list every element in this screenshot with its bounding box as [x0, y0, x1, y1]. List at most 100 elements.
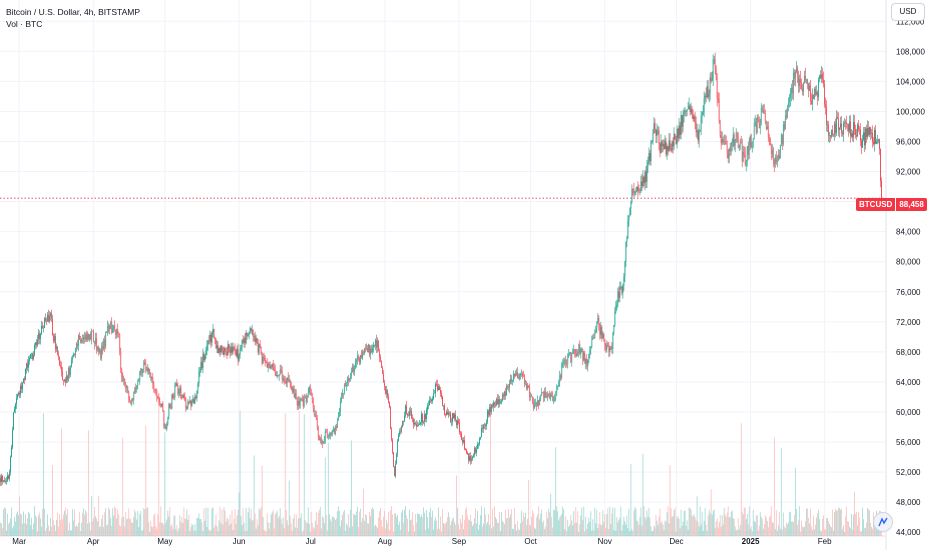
- volume-bar: [279, 508, 281, 536]
- volume-bar: [587, 523, 589, 536]
- volume-bar: [6, 530, 7, 536]
- volume-bar: [59, 514, 60, 536]
- candle-body: [316, 418, 318, 429]
- volume-bar: [148, 522, 150, 536]
- currency-button[interactable]: USD: [891, 3, 925, 21]
- candle-body: [392, 439, 393, 453]
- volume-bar: [528, 480, 530, 536]
- volume-bar: [842, 528, 843, 536]
- candle-body: [112, 328, 114, 333]
- candle-body: [439, 386, 440, 390]
- volume-bar: [658, 516, 660, 536]
- volume-bar: [647, 516, 649, 536]
- volume-bar: [561, 513, 563, 536]
- volume-bar: [111, 525, 113, 536]
- volume-bar: [203, 508, 205, 536]
- candle-body: [482, 428, 483, 429]
- candle-body: [180, 387, 182, 398]
- candle-body: [703, 98, 705, 112]
- volume-bar: [701, 511, 703, 536]
- volume-bar: [679, 528, 681, 536]
- volume-bar: [429, 512, 430, 536]
- candle-body: [608, 345, 610, 352]
- volume-bar: [247, 512, 249, 536]
- volume-bar: [803, 526, 805, 536]
- candle-body: [525, 383, 527, 385]
- y-tick-label: 56,000: [896, 438, 921, 447]
- volume-bar: [2, 528, 3, 536]
- volume-bar: [617, 522, 619, 536]
- chart-grid: [0, 0, 887, 550]
- volume-bar: [319, 507, 321, 536]
- volume-bar: [559, 517, 561, 536]
- volume-bar: [557, 511, 559, 536]
- volume-bar: [533, 513, 535, 536]
- candle-body: [480, 437, 481, 439]
- volume-bar: [505, 509, 506, 536]
- volume-bar: [350, 440, 352, 536]
- volume-bar: [315, 511, 317, 536]
- volume-bar: [477, 510, 478, 536]
- volume-bar: [623, 516, 625, 536]
- volume-bar: [24, 523, 25, 536]
- candle-body: [130, 401, 132, 405]
- candle-body: [809, 85, 811, 101]
- candle-body: [606, 344, 608, 350]
- volume-bar: [248, 507, 250, 536]
- candle-body: [169, 404, 171, 408]
- volume-bar: [34, 506, 35, 536]
- candle-body: [410, 410, 411, 412]
- candle-body: [391, 428, 392, 440]
- candle-body: [310, 391, 312, 395]
- candle-body: [505, 391, 506, 396]
- candle-body: [551, 394, 553, 397]
- candle-body: [510, 379, 512, 384]
- volume-bar: [380, 507, 381, 536]
- volume-bar: [558, 520, 560, 536]
- volume-bar: [264, 530, 266, 536]
- candle-body: [168, 404, 170, 418]
- volume-bar: [67, 509, 69, 536]
- volume-bar: [219, 506, 221, 536]
- candle-body: [542, 392, 544, 393]
- candle-body: [383, 373, 384, 383]
- volume-bar: [508, 509, 510, 536]
- candle-body: [452, 413, 453, 422]
- volume-bar: [780, 447, 782, 536]
- volume-bar: [670, 508, 672, 536]
- x-tick-label: May: [157, 537, 172, 546]
- volume-bar: [536, 517, 538, 536]
- candle-body: [289, 379, 291, 384]
- volume-bar: [496, 519, 497, 536]
- volume-bar: [625, 524, 627, 536]
- candle-body: [825, 104, 826, 107]
- candle-body: [290, 383, 292, 387]
- volume-bar: [114, 506, 116, 536]
- volume-bar: [641, 525, 643, 536]
- candle-body: [325, 431, 327, 433]
- candle-body: [234, 348, 236, 351]
- candle-body: [466, 449, 467, 453]
- candle-body: [438, 386, 439, 391]
- candle-body: [616, 304, 618, 306]
- candle-body: [373, 344, 375, 346]
- candle-body: [768, 137, 770, 139]
- tradingview-logo-icon[interactable]: [873, 512, 893, 532]
- candle-body: [682, 114, 684, 127]
- candle-body: [133, 392, 135, 400]
- volume-bar: [295, 514, 297, 536]
- candle-body: [113, 325, 115, 329]
- candle-body: [447, 411, 448, 415]
- volume-bar: [591, 530, 593, 536]
- candle-body: [196, 390, 198, 399]
- candle-body: [173, 397, 175, 398]
- candle-body: [166, 423, 168, 429]
- volume-bar: [113, 515, 115, 536]
- volume-bar: [15, 521, 16, 536]
- candle-body: [690, 108, 692, 113]
- candle-body: [516, 372, 518, 375]
- volume-bar: [50, 518, 51, 536]
- candle-body: [797, 75, 799, 87]
- volume-bar: [452, 518, 453, 536]
